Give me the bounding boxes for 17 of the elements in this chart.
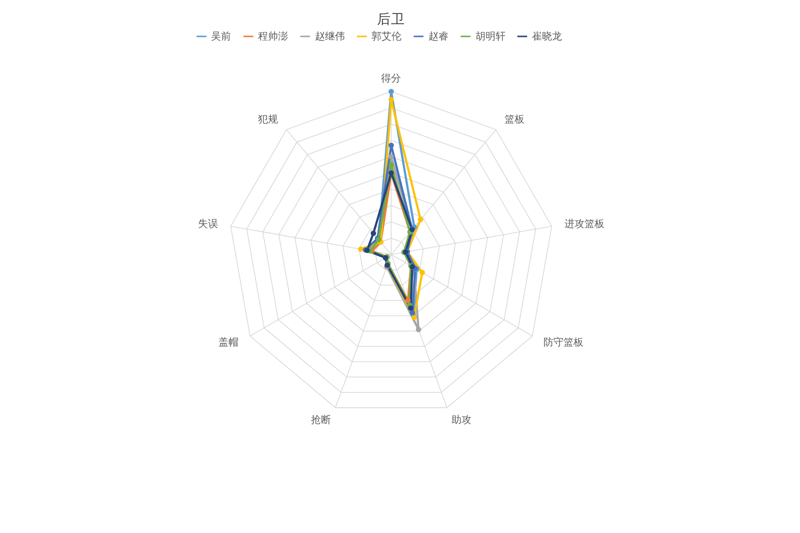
legend-label: 赵继伟	[314, 30, 345, 42]
legend-label: 崔晓龙	[532, 30, 562, 42]
spoke-label: 失误	[198, 218, 218, 230]
spoke-label: 得分	[381, 72, 402, 84]
spoke-label: 进攻篮板	[564, 218, 605, 230]
legend-label: 胡明轩	[475, 30, 506, 42]
legend-label: 吴前	[211, 30, 232, 42]
spoke-label: 抢断	[310, 414, 331, 426]
spoke-label: 盖帽	[218, 336, 239, 348]
chart-title: 后卫	[377, 12, 406, 28]
spoke-label: 篮板	[504, 114, 524, 126]
spoke-label: 防守篮板	[544, 336, 584, 348]
spoke-label: 犯规	[258, 114, 278, 126]
legend-label: 郭艾伦	[372, 30, 402, 42]
spoke-label: 助攻	[451, 414, 472, 426]
legend-label: 赵睿	[428, 30, 448, 42]
legend-label: 程帅澎	[258, 30, 288, 42]
